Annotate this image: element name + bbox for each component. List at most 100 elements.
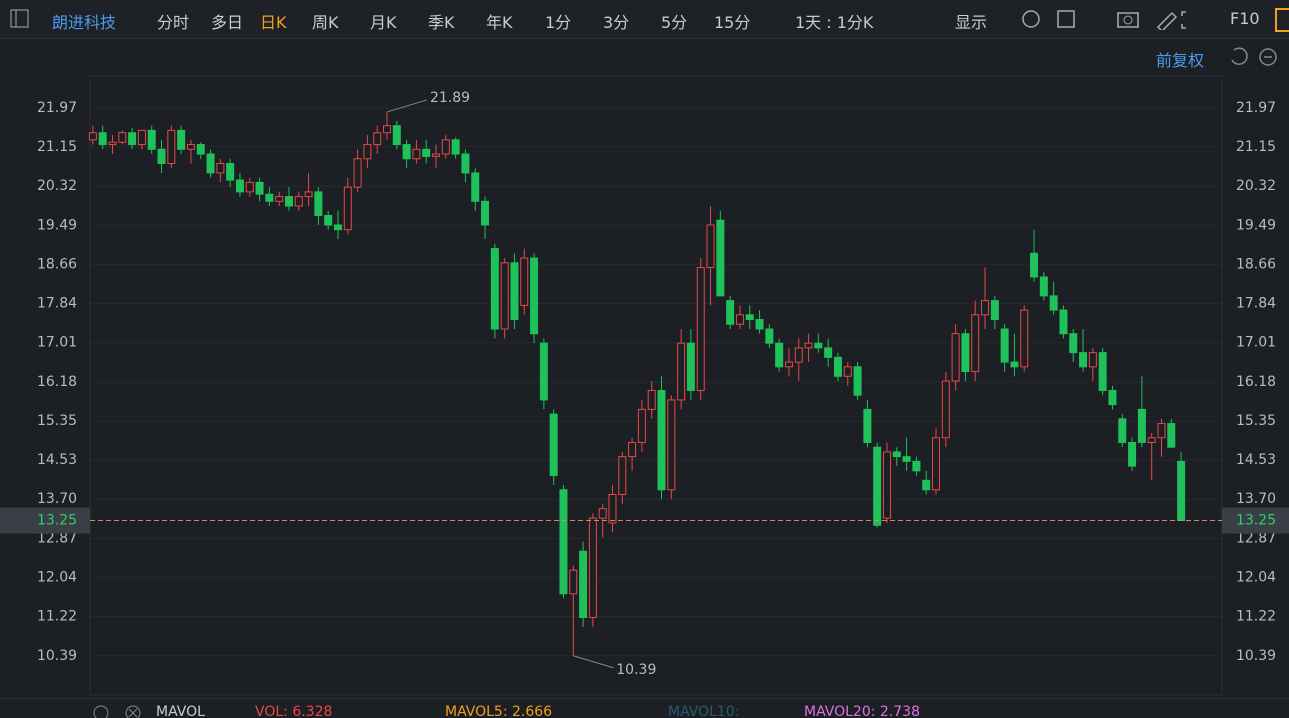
candle-body xyxy=(628,441,637,458)
candle-body xyxy=(892,451,901,458)
last-price-label-right: 13.25 xyxy=(1236,513,1276,529)
candle-body xyxy=(88,132,97,141)
candle-body xyxy=(1030,252,1039,278)
candle-body xyxy=(481,200,490,226)
period-tab[interactable]: 多日 xyxy=(211,13,244,32)
candle-body xyxy=(961,333,970,373)
candle-body xyxy=(373,132,382,146)
vol: VOL: 6.328 xyxy=(255,704,333,718)
high-label: 21.89 xyxy=(430,90,470,106)
candle-body xyxy=(951,333,960,382)
indicator-name[interactable]: MAVOL xyxy=(156,704,205,718)
candle-body xyxy=(216,162,225,174)
sidebar-icon[interactable] xyxy=(10,9,30,29)
candle-body xyxy=(294,196,303,207)
period-tab[interactable]: 年K xyxy=(486,13,513,32)
candle-body xyxy=(1088,352,1097,368)
candle-body xyxy=(177,129,186,150)
y-tick-label-right: 17.01 xyxy=(1236,335,1276,351)
candle-body xyxy=(1137,408,1146,443)
candle-body xyxy=(932,437,941,491)
y-tick-label-right: 18.66 xyxy=(1236,257,1276,273)
panel-toggle[interactable] xyxy=(1275,8,1289,32)
candle-body xyxy=(569,569,578,595)
candle-body xyxy=(1069,333,1078,354)
y-tick-label: 12.87 xyxy=(37,530,77,546)
candle-body xyxy=(726,300,735,325)
indicator-icons xyxy=(93,705,141,718)
y-tick-label-right: 14.53 xyxy=(1236,452,1276,468)
y-tick-label-right: 16.18 xyxy=(1236,374,1276,390)
y-tick-label-right: 12.04 xyxy=(1236,570,1276,586)
y-tick-label: 20.32 xyxy=(37,178,77,194)
y-tick-label: 12.04 xyxy=(37,570,77,586)
y-tick-label: 15.35 xyxy=(37,413,77,429)
candle-body xyxy=(304,191,313,198)
candle-body xyxy=(941,380,950,439)
candle-body xyxy=(716,219,725,297)
y-tick-label: 10.39 xyxy=(37,648,77,664)
y-tick-label: 21.15 xyxy=(37,139,77,155)
y-tick-label: 11.22 xyxy=(37,609,77,625)
candle-body xyxy=(971,314,980,373)
candle-body xyxy=(647,389,656,410)
candle-body xyxy=(686,342,695,391)
candle-body xyxy=(1108,389,1117,406)
period-tab[interactable]: 分时 xyxy=(157,13,190,32)
candle-body xyxy=(657,389,666,491)
candle-body xyxy=(520,257,529,306)
y-tick-label-right: 12.87 xyxy=(1236,530,1276,546)
y-tick-label: 17.84 xyxy=(37,295,77,311)
y-tick-label-right: 19.49 xyxy=(1236,217,1276,233)
candle-body xyxy=(392,125,401,146)
period-tab[interactable]: 季K xyxy=(428,13,455,32)
candle-body xyxy=(265,193,274,202)
period-tab[interactable]: 3分 xyxy=(603,13,630,32)
candle-body xyxy=(235,179,244,193)
candle-body xyxy=(775,342,784,368)
toolbar: 朗进科技 分时 多日 日K 周K 月K 季K 年K 1分 3分 5分 15分 1天 : 1分K 显示… xyxy=(0,0,1289,39)
low-leader xyxy=(573,655,614,669)
f10[interactable]: F10 xyxy=(1230,9,1260,28)
candle-body xyxy=(255,181,264,195)
indicator-bar: MAVOL VOL: 6.328 MAVOL5: 2.666 MAVOL10: … xyxy=(0,698,1289,718)
period-tab[interactable]: 周K xyxy=(312,13,339,32)
candle-body xyxy=(108,141,117,146)
mavol20: MAVOL20: 2.738 xyxy=(804,704,920,718)
candle-body xyxy=(1059,309,1068,335)
y-tick-label-right: 21.15 xyxy=(1236,139,1276,155)
stock-name[interactable]: 朗进科技 xyxy=(52,13,117,32)
candle-body xyxy=(530,257,539,335)
y-tick-label: 14.53 xyxy=(37,452,77,468)
period-tab[interactable]: 5分 xyxy=(661,13,688,32)
candle-body xyxy=(1079,352,1088,368)
candle-body xyxy=(284,196,293,207)
y-tick-label-right: 21.97 xyxy=(1236,100,1276,116)
candle-body xyxy=(549,413,558,477)
candle-body xyxy=(912,460,921,472)
candle-body xyxy=(588,517,597,618)
candle-body xyxy=(882,451,891,519)
period-tab[interactable]: 月K xyxy=(370,13,397,32)
candle-body xyxy=(353,158,362,188)
candle-body xyxy=(598,508,607,519)
adjust-mode[interactable]: 前复权 xyxy=(1156,51,1205,70)
period-tab[interactable]: 1分 xyxy=(545,13,572,32)
candle-body xyxy=(1118,418,1127,443)
tool-icons xyxy=(1022,10,1186,30)
y-tick-label-right: 10.39 xyxy=(1236,648,1276,664)
display-menu[interactable]: 显示 xyxy=(955,13,988,32)
interval[interactable]: 1天 : 1分K xyxy=(795,13,874,32)
candle-body xyxy=(1098,352,1107,391)
candle-body xyxy=(1049,295,1058,311)
candle-body xyxy=(128,132,137,146)
period-tab[interactable]: 15分 xyxy=(714,13,751,32)
period-tab[interactable]: 日K xyxy=(260,13,287,32)
candle-body xyxy=(1020,309,1029,368)
candle-body xyxy=(314,191,323,216)
candle-body xyxy=(618,456,627,495)
y-tick-label-right: 11.22 xyxy=(1236,609,1276,625)
candle-body xyxy=(843,366,852,377)
candle-body xyxy=(1000,328,1009,363)
candle-body xyxy=(196,144,205,155)
